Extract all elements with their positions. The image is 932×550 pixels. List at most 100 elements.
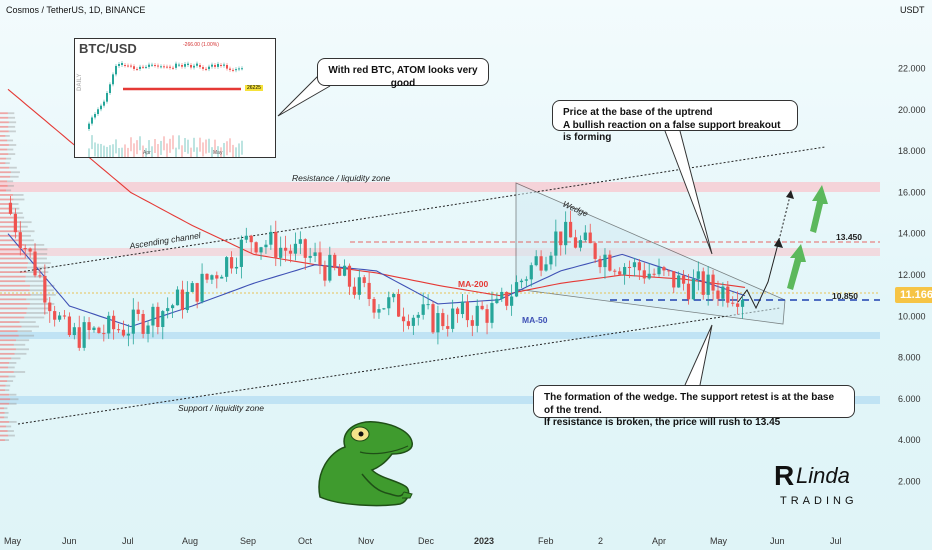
volume-profile-bar-down (0, 284, 30, 287)
volume-profile-bar-down (0, 302, 30, 305)
btc-inset: BTC/USD -266.00 (1.00%) DAILY Apr May 26… (74, 38, 276, 158)
volume-profile-bar-down (0, 402, 10, 405)
candle-body (146, 325, 150, 334)
x-axis[interactable]: May Jun Jul Aug Sep Oct Nov Dec 2023 Feb 2 Apr May Ju… (4, 536, 842, 546)
btc-volume-bar (103, 145, 105, 157)
volume-profile-bar-down (0, 425, 7, 428)
candle-body (357, 277, 361, 295)
volume-profile-bar-down (0, 375, 9, 378)
volume-profile-bar-up (8, 375, 16, 378)
candle-body (166, 308, 170, 312)
volume-profile-bar-down (0, 266, 28, 269)
candle-body (279, 247, 283, 258)
candle-body (598, 258, 602, 268)
candle-body (136, 309, 140, 314)
btc-volume-bar (124, 144, 126, 157)
volume-profile-bar-down (0, 298, 27, 301)
y-axis[interactable]: 22.000 20.000 18.000 16.000 14.000 12.000 10.0… (898, 64, 926, 487)
candle-body (8, 202, 13, 214)
x-tick-label: Nov (358, 536, 375, 546)
btc-volume-bar (163, 136, 165, 151)
candle-body (534, 256, 538, 266)
volume-profile-bar-down (0, 189, 7, 192)
btc-volume-bar (211, 147, 213, 157)
btc-volume-bar (235, 147, 237, 157)
volume-profile-bar-up (9, 166, 17, 169)
volume-profile-bar-up (8, 153, 16, 155)
candle-body (455, 308, 460, 315)
btc-volume-bar (169, 138, 171, 153)
volume-profile-bar-up (29, 289, 54, 292)
volume-profile-bar-down (0, 162, 6, 165)
candle-body (338, 267, 342, 276)
candle-body (706, 274, 710, 295)
volume-profile-bar-up (25, 280, 47, 283)
candle-body (175, 289, 180, 306)
btc-candle-body (178, 64, 180, 66)
logo-line1: Linda (796, 463, 850, 488)
channel-lower-line (17, 307, 781, 425)
volume-profile-bar-up (13, 198, 25, 201)
btc-inset-price-tag: 26225 (245, 85, 263, 91)
volume-profile-bar-down (0, 116, 9, 119)
volume-profile-bar-up (7, 430, 14, 432)
green-arrow-up-2 (810, 185, 828, 233)
uptrend-callout-line2: A bullish reaction on a false support br… (563, 119, 781, 144)
x-tick-label: Jul (830, 536, 842, 546)
btc-volume-bar (193, 137, 195, 152)
btc-volume-bar (190, 147, 192, 157)
candle-body (57, 315, 62, 320)
green-arrow-up-1 (787, 244, 806, 290)
candle-body (411, 317, 415, 326)
volume-profile-bar-down (0, 262, 28, 264)
btc-volume-bar (118, 148, 120, 157)
candle-body (97, 327, 101, 334)
volume-profile-bar-up (4, 416, 8, 419)
btc-volume-bar (121, 147, 123, 157)
btc-candle-body (217, 63, 219, 67)
btc-callout-text: With red BTC, ATOM looks very good (328, 65, 478, 89)
volume-profile-bar-down (0, 203, 11, 205)
volume-profile-bar-up (7, 148, 14, 151)
btc-volume-bar (187, 139, 189, 154)
btc-candle-body (139, 66, 141, 69)
volume-profile-bar-up (12, 194, 24, 196)
candle-body (608, 254, 612, 271)
volume-profile-bar-down (0, 348, 16, 351)
volume-profile-bar-up (7, 380, 14, 382)
btc-candle-body (88, 123, 90, 129)
btc-volume-bar (241, 140, 243, 155)
candle-body (716, 290, 720, 299)
candle-body (475, 305, 479, 326)
ma-200-line (7, 88, 746, 297)
volume-profile-bar-down (0, 230, 20, 233)
candle-body (190, 283, 194, 292)
volume-profile-bar-down (0, 180, 8, 183)
btc-candle-body (121, 62, 123, 65)
volume-profile-bar-up (8, 362, 17, 364)
btc-candle-body (163, 66, 165, 68)
volume-profile-bar-up (4, 439, 10, 441)
y-tick-label: 10.000 (898, 311, 926, 321)
volume-profile-bar-up (15, 348, 29, 351)
candle-body (318, 252, 322, 266)
volume-profile-bar-down (0, 139, 8, 142)
volume-profile-bar-down (0, 275, 26, 278)
candle-body (740, 300, 745, 307)
candle-body (613, 270, 617, 272)
btc-inset-month-apr: Apr (143, 150, 151, 156)
volume-profile-bar-down (0, 216, 14, 219)
logo-line2: TRADING (780, 495, 858, 507)
btc-candle-body (103, 101, 105, 106)
candle-body (121, 329, 126, 336)
volume-profile-bar-down (0, 407, 5, 410)
candle-body (244, 235, 248, 240)
candle-body (161, 311, 165, 327)
volume-profile-bar-up (8, 125, 16, 128)
volume-profile-bar-down (0, 239, 19, 242)
candle-body (627, 266, 632, 268)
volume-profile-bar-down (0, 234, 17, 237)
volume-profile-bar-down (0, 221, 18, 224)
x-tick-label: Aug (182, 536, 198, 546)
